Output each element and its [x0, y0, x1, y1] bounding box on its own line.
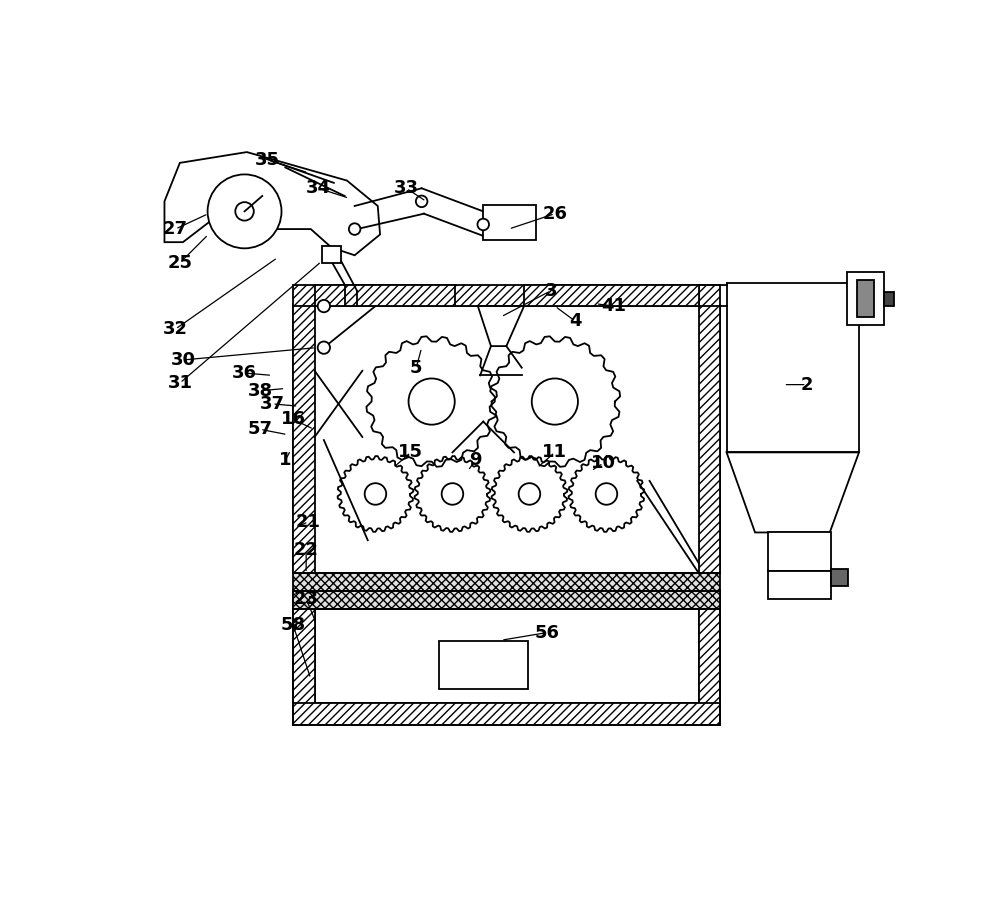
Bar [293, 284, 713, 306]
Text: 37: 37 [260, 395, 285, 413]
Bar [727, 283, 859, 452]
Text: 56: 56 [535, 624, 560, 642]
Text: 25: 25 [167, 254, 192, 272]
Text: 15: 15 [398, 443, 423, 461]
Text: 3: 3 [545, 281, 557, 300]
Text: 32: 32 [163, 321, 188, 338]
Text: 36: 36 [232, 364, 257, 382]
Text: 23: 23 [294, 589, 319, 607]
Bar [483, 205, 536, 240]
Bar [857, 280, 874, 317]
Bar [322, 246, 341, 263]
Text: 35: 35 [255, 151, 280, 169]
Bar [293, 306, 720, 573]
Text: 11: 11 [542, 443, 567, 461]
Text: 22: 22 [294, 541, 319, 559]
Bar [768, 532, 831, 571]
Bar [293, 704, 720, 725]
Text: 10: 10 [591, 454, 616, 472]
Circle shape [477, 219, 489, 231]
Text: 21: 21 [296, 513, 321, 530]
Bar [293, 591, 720, 609]
Text: 38: 38 [247, 381, 273, 400]
Text: 1: 1 [279, 451, 292, 469]
Polygon shape [164, 152, 380, 255]
Circle shape [235, 202, 254, 221]
Bar [315, 609, 699, 704]
Text: 57: 57 [247, 420, 272, 439]
Text: 5: 5 [410, 359, 422, 377]
Text: 30: 30 [170, 351, 195, 369]
Text: 34: 34 [306, 179, 331, 197]
Circle shape [349, 223, 360, 235]
Text: 16: 16 [281, 410, 306, 429]
Bar [699, 284, 720, 573]
Bar [831, 569, 848, 587]
Bar [439, 641, 528, 689]
Bar [699, 590, 720, 717]
Bar [315, 284, 455, 306]
Text: 26: 26 [542, 204, 567, 222]
Bar [884, 292, 894, 306]
Text: 2: 2 [800, 376, 813, 394]
Text: 31: 31 [167, 374, 192, 392]
Circle shape [318, 300, 330, 312]
Bar [293, 304, 315, 573]
Bar [847, 272, 884, 324]
Text: 41: 41 [602, 297, 627, 315]
Bar [768, 571, 831, 598]
Text: 27: 27 [163, 220, 188, 238]
Bar [293, 573, 720, 591]
Text: 58: 58 [280, 616, 306, 634]
Bar [293, 590, 315, 717]
Bar [524, 284, 699, 306]
Bar [293, 609, 720, 725]
Text: 4: 4 [569, 312, 582, 331]
Polygon shape [478, 306, 524, 346]
Circle shape [318, 341, 330, 354]
Text: 9: 9 [469, 451, 482, 469]
Text: 33: 33 [394, 179, 419, 197]
Circle shape [416, 195, 427, 207]
Polygon shape [727, 452, 859, 532]
Circle shape [208, 174, 282, 248]
